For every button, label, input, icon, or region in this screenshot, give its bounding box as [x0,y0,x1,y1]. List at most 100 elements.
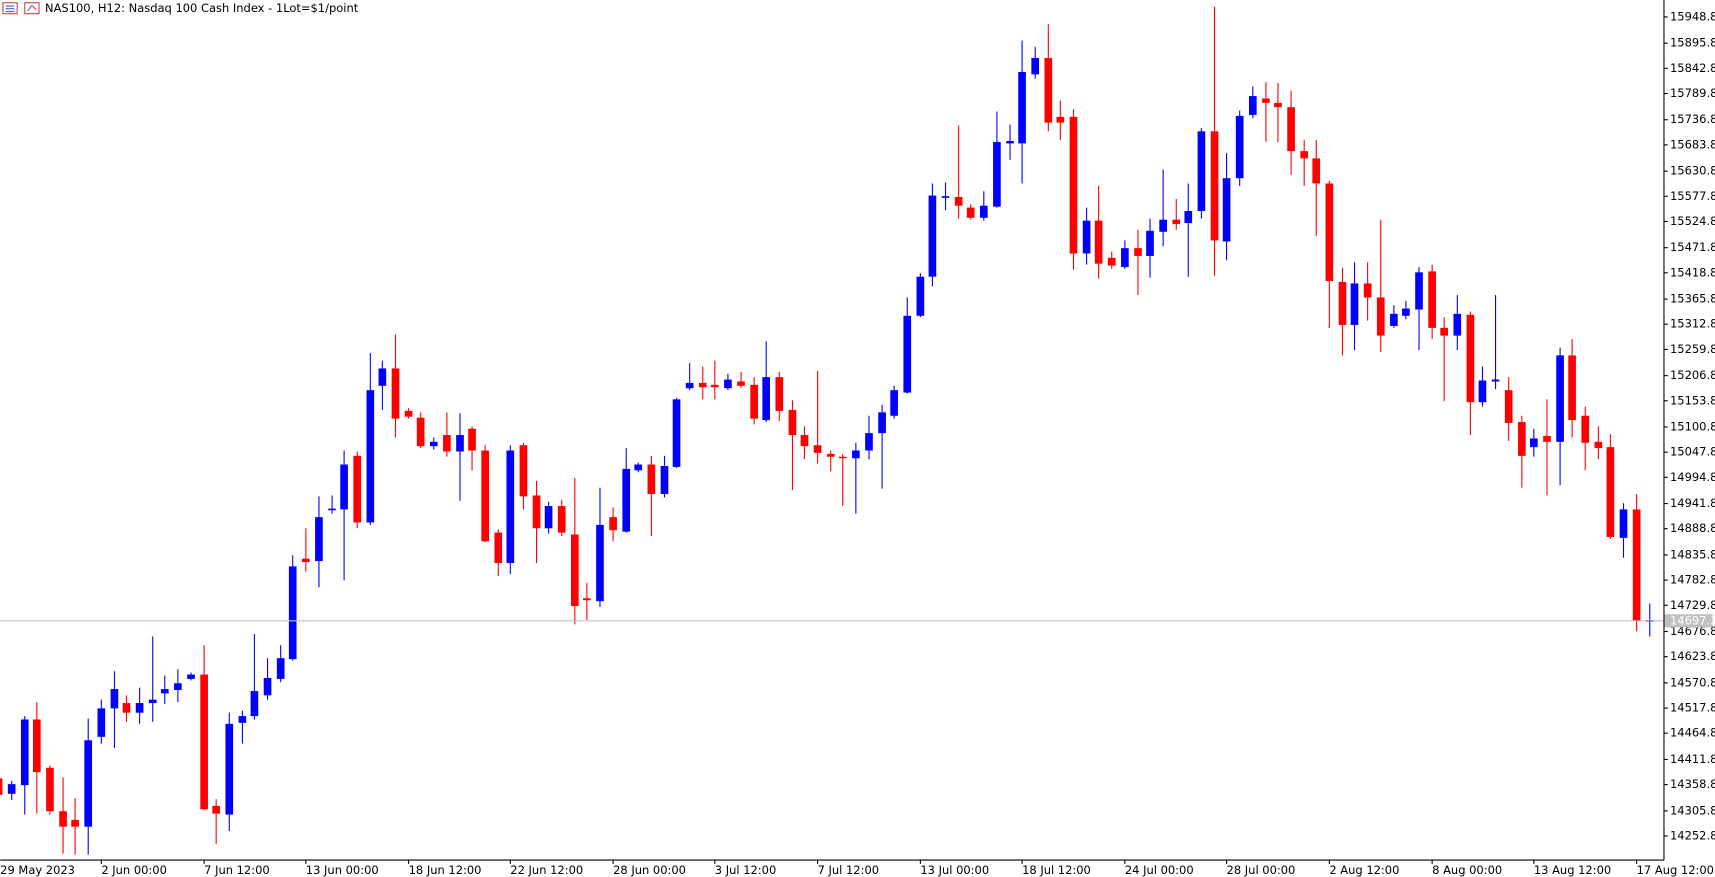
candle-body [1402,308,1410,316]
candle-body [1262,98,1270,103]
candle-body [865,433,873,451]
candle-body [609,517,617,531]
candle-body [775,377,784,411]
candle-body [97,708,106,737]
y-tick-label: 15683.8 [1670,137,1715,151]
candle-body [544,506,553,529]
candle-body [1428,271,1436,328]
y-tick-label: 15206.8 [1670,368,1715,382]
y-tick-label: 15842.8 [1670,61,1715,75]
candle-body [710,384,719,388]
x-tick-label: 2 Jun 00:00 [101,863,167,877]
y-tick-label: 15630.8 [1670,164,1715,178]
y-tick-label: 14835.8 [1670,547,1715,561]
candle-body [174,683,182,691]
y-tick-label: 15524.8 [1670,214,1715,228]
candle-body [1363,283,1372,298]
candle-body [1440,327,1448,336]
candle-body [1594,441,1603,449]
candle-body [456,435,464,452]
candle-body [583,598,591,601]
candle-body [1082,220,1091,254]
y-tick-label: 15259.8 [1670,342,1715,356]
candle-body [1107,257,1116,266]
candle-body [800,435,809,447]
candle-body [1031,57,1040,75]
x-tick-label: 7 Jul 12:00 [818,863,879,877]
x-tick-label: 24 Jul 00:00 [1125,863,1194,877]
candle-body [366,390,375,523]
candle-body [391,368,400,419]
x-tick-label: 29 May 2023 [0,863,75,877]
icon-chart[interactable] [24,2,40,15]
x-tick-label: 18 Jul 12:00 [1022,863,1091,877]
x-tick-label: 13 Jul 00:00 [920,863,989,877]
icon-list[interactable] [2,2,18,15]
y-tick-label: 14570.8 [1670,675,1715,689]
candle-body [200,674,208,810]
y-tick-label: 15577.8 [1670,189,1715,203]
icon-line [27,5,33,12]
candle-body [1568,355,1576,421]
y-tick-label: 15047.8 [1670,445,1715,459]
x-tick-label: 13 Aug 12:00 [1534,863,1611,877]
candle-body [685,382,694,389]
candle-body [238,716,247,723]
candle-body [557,506,566,533]
icon-line [31,5,37,11]
candle-body [250,690,259,717]
y-tick-label: 14623.8 [1670,649,1715,663]
candle-body [110,689,119,709]
y-tick-label: 15736.8 [1670,112,1715,126]
candle-body [762,377,771,421]
candle-body [1453,313,1462,336]
candle-body [416,417,425,447]
candle-body [315,517,323,562]
candle-body [1415,272,1423,310]
candle-body [954,197,963,206]
x-tick-label: 13 Jun 00:00 [306,863,379,877]
candle-body [1530,438,1538,448]
candle-body [1517,422,1526,456]
y-tick-label: 15789.8 [1670,86,1715,100]
y-tick-label: 15895.8 [1670,36,1715,50]
candle-body [519,445,528,497]
candle-body [1556,355,1564,442]
x-tick-label: 7 Jun 12:00 [204,863,270,877]
y-tick-label: 14888.8 [1670,521,1715,535]
candle-body [1606,447,1615,537]
candle-body [928,195,937,277]
candle-body [0,778,3,795]
candle-body [1056,116,1065,123]
candle-body [1210,131,1219,241]
candle-body [1619,509,1628,538]
candle-body [1006,140,1014,144]
candle-body [1350,283,1359,325]
candle-body [724,379,732,389]
candle-body [826,453,835,457]
current-price-box [1664,614,1713,628]
candle-body [353,455,362,523]
current-price-label: 14697.3 [1670,613,1715,627]
candle-body [443,435,451,452]
candle-body [46,767,54,812]
y-tick-label: 15471.8 [1670,240,1715,254]
candle-body [481,450,489,542]
candle-body [993,141,1001,207]
y-tick-label: 15312.8 [1670,317,1715,331]
candle-body [1134,248,1142,256]
candle-body [84,740,93,827]
candle-body [340,464,348,510]
candle-body [1159,219,1167,232]
candle-body [1069,116,1078,254]
y-tick-label: 14252.8 [1670,828,1715,842]
chart-title: NAS100, H12: Nasdaq 100 Cash Index - 1Lo… [45,1,359,15]
candle-body [263,677,272,696]
candle-body [1390,313,1398,326]
y-tick-label: 14782.8 [1670,573,1715,587]
candle-body [647,464,656,494]
candle-body [698,382,707,388]
y-tick-label: 14305.8 [1670,803,1715,817]
candle-body [1338,281,1347,325]
